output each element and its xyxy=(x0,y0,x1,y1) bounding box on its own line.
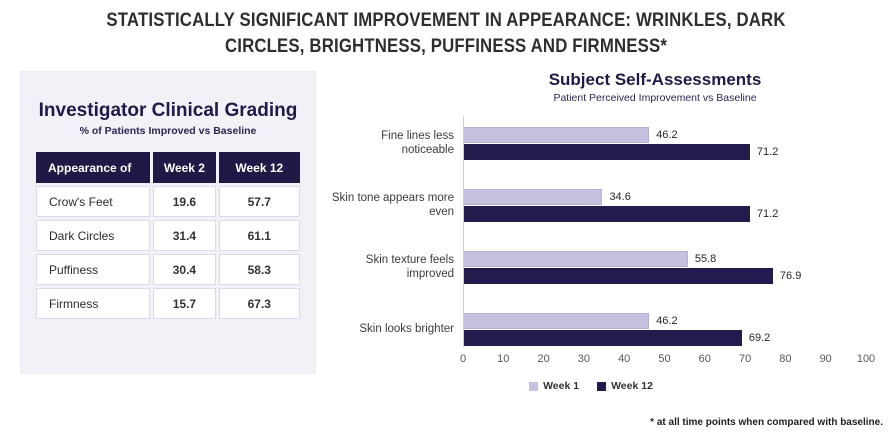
bar-value-label: 71.2 xyxy=(756,208,779,220)
bar-group-skin-tone: Skin tone appears more even 34.6 71.2 xyxy=(330,188,892,223)
page-title: STATISTICALLY SIGNIFICANT IMPROVEMENT IN… xyxy=(0,8,892,59)
category-label: Skin looks brighter xyxy=(359,322,454,335)
row-week12-value: 58.3 xyxy=(218,254,300,285)
row-week2-value: 15.7 xyxy=(153,288,216,319)
row-label: Firmness xyxy=(36,288,151,319)
x-tick-label: 60 xyxy=(698,353,711,365)
bar-value-label: 71.2 xyxy=(756,146,779,158)
bar-week1 xyxy=(463,189,603,205)
bar-value-label: 55.8 xyxy=(694,253,717,265)
row-week12-value: 57.7 xyxy=(218,186,300,217)
x-tick-label: 30 xyxy=(577,353,591,365)
self-assessments-chart: Subject Self-Assessments Patient Perceiv… xyxy=(330,70,892,392)
y-axis-line xyxy=(463,116,464,347)
chart-subtitle: Patient Perceived Improvement vs Baselin… xyxy=(553,92,757,104)
x-tick-label: 40 xyxy=(618,353,631,365)
row-week12-value: 67.3 xyxy=(218,288,300,319)
table-row: Firmness 15.7 67.3 xyxy=(36,288,300,319)
x-tick-label: 20 xyxy=(537,353,550,365)
clinical-grading-table: Appearance of Week 2 Week 12 Crow's Feet… xyxy=(33,149,303,322)
row-label: Puffiness xyxy=(36,254,151,285)
x-tick-label: 0 xyxy=(459,353,467,365)
bar-value-label: 34.6 xyxy=(609,191,631,203)
x-tick-label: 90 xyxy=(819,353,832,365)
legend-item-week12: Week 12 xyxy=(597,380,653,392)
plot-area: Fine lines less noticeable 46.2 71.2 Ski… xyxy=(330,116,892,347)
row-week2-value: 30.4 xyxy=(153,254,216,285)
legend-label: Week 1 xyxy=(543,380,580,392)
bar-week12 xyxy=(463,206,750,222)
legend-item-week1: Week 1 xyxy=(529,380,579,392)
bar-value-label: 46.2 xyxy=(656,315,678,327)
clinical-grading-subtitle: % of Patients Improved vs Baseline xyxy=(79,125,257,137)
category-label: Fine lines less noticeable xyxy=(381,129,454,156)
clinical-grading-title: Investigator Clinical Grading xyxy=(38,100,298,121)
x-tick-label: 50 xyxy=(658,353,671,365)
column-header-week2: Week 2 xyxy=(153,152,216,183)
clinical-grading-panel: Investigator Clinical Grading % of Patie… xyxy=(20,71,316,374)
column-header-week12: Week 12 xyxy=(218,152,300,183)
table-row: Dark Circles 31.4 61.1 xyxy=(36,220,300,251)
bar-week12 xyxy=(463,268,773,284)
table-row: Crow's Feet 19.6 57.7 xyxy=(36,186,300,217)
week1-swatch-icon xyxy=(529,381,539,391)
bar-week1 xyxy=(463,313,650,329)
legend-label: Week 12 xyxy=(611,380,653,392)
page-title-text: STATISTICALLY SIGNIFICANT IMPROVEMENT IN… xyxy=(106,9,786,57)
bar-week1 xyxy=(463,127,650,143)
bar-group-skin-brighter: Skin looks brighter 46.2 69.2 xyxy=(330,312,892,347)
row-label: Crow's Feet xyxy=(36,186,151,217)
x-tick-label: 70 xyxy=(738,353,752,365)
bar-week1 xyxy=(463,251,688,267)
bar-week12 xyxy=(463,330,742,346)
x-axis: 0 10 20 30 40 50 60 70 80 90 100 xyxy=(459,353,875,371)
bar-value-label: 46.2 xyxy=(656,129,678,141)
chart-title: Subject Self-Assessments xyxy=(548,70,762,89)
bar-group-fine-lines: Fine lines less noticeable 46.2 71.2 xyxy=(330,126,892,161)
category-label: Skin tone appears more even xyxy=(331,191,454,218)
row-label: Dark Circles xyxy=(36,220,151,251)
bar-value-label: 69.2 xyxy=(748,332,771,344)
column-header-appearance: Appearance of xyxy=(36,152,151,183)
week12-swatch-icon xyxy=(597,381,607,391)
row-week2-value: 31.4 xyxy=(153,220,216,251)
bar-value-label: 76.9 xyxy=(779,270,802,282)
category-label: Skin texture feels improved xyxy=(365,253,454,280)
bar-week12 xyxy=(463,144,750,160)
x-tick-label: 80 xyxy=(779,353,792,365)
table-header-row: Appearance of Week 2 Week 12 xyxy=(36,152,300,183)
x-tick-label: 10 xyxy=(497,353,510,365)
x-tick-label: 100 xyxy=(856,353,876,365)
chart-legend: Week 1 Week 12 xyxy=(330,380,892,392)
row-week12-value: 61.1 xyxy=(218,220,300,251)
table-row: Puffiness 30.4 58.3 xyxy=(36,254,300,285)
row-week2-value: 19.6 xyxy=(153,186,216,217)
footnote: * at all time points when compared with … xyxy=(650,417,883,428)
bar-group-skin-texture: Skin texture feels improved 55.8 76.9 xyxy=(330,250,892,285)
